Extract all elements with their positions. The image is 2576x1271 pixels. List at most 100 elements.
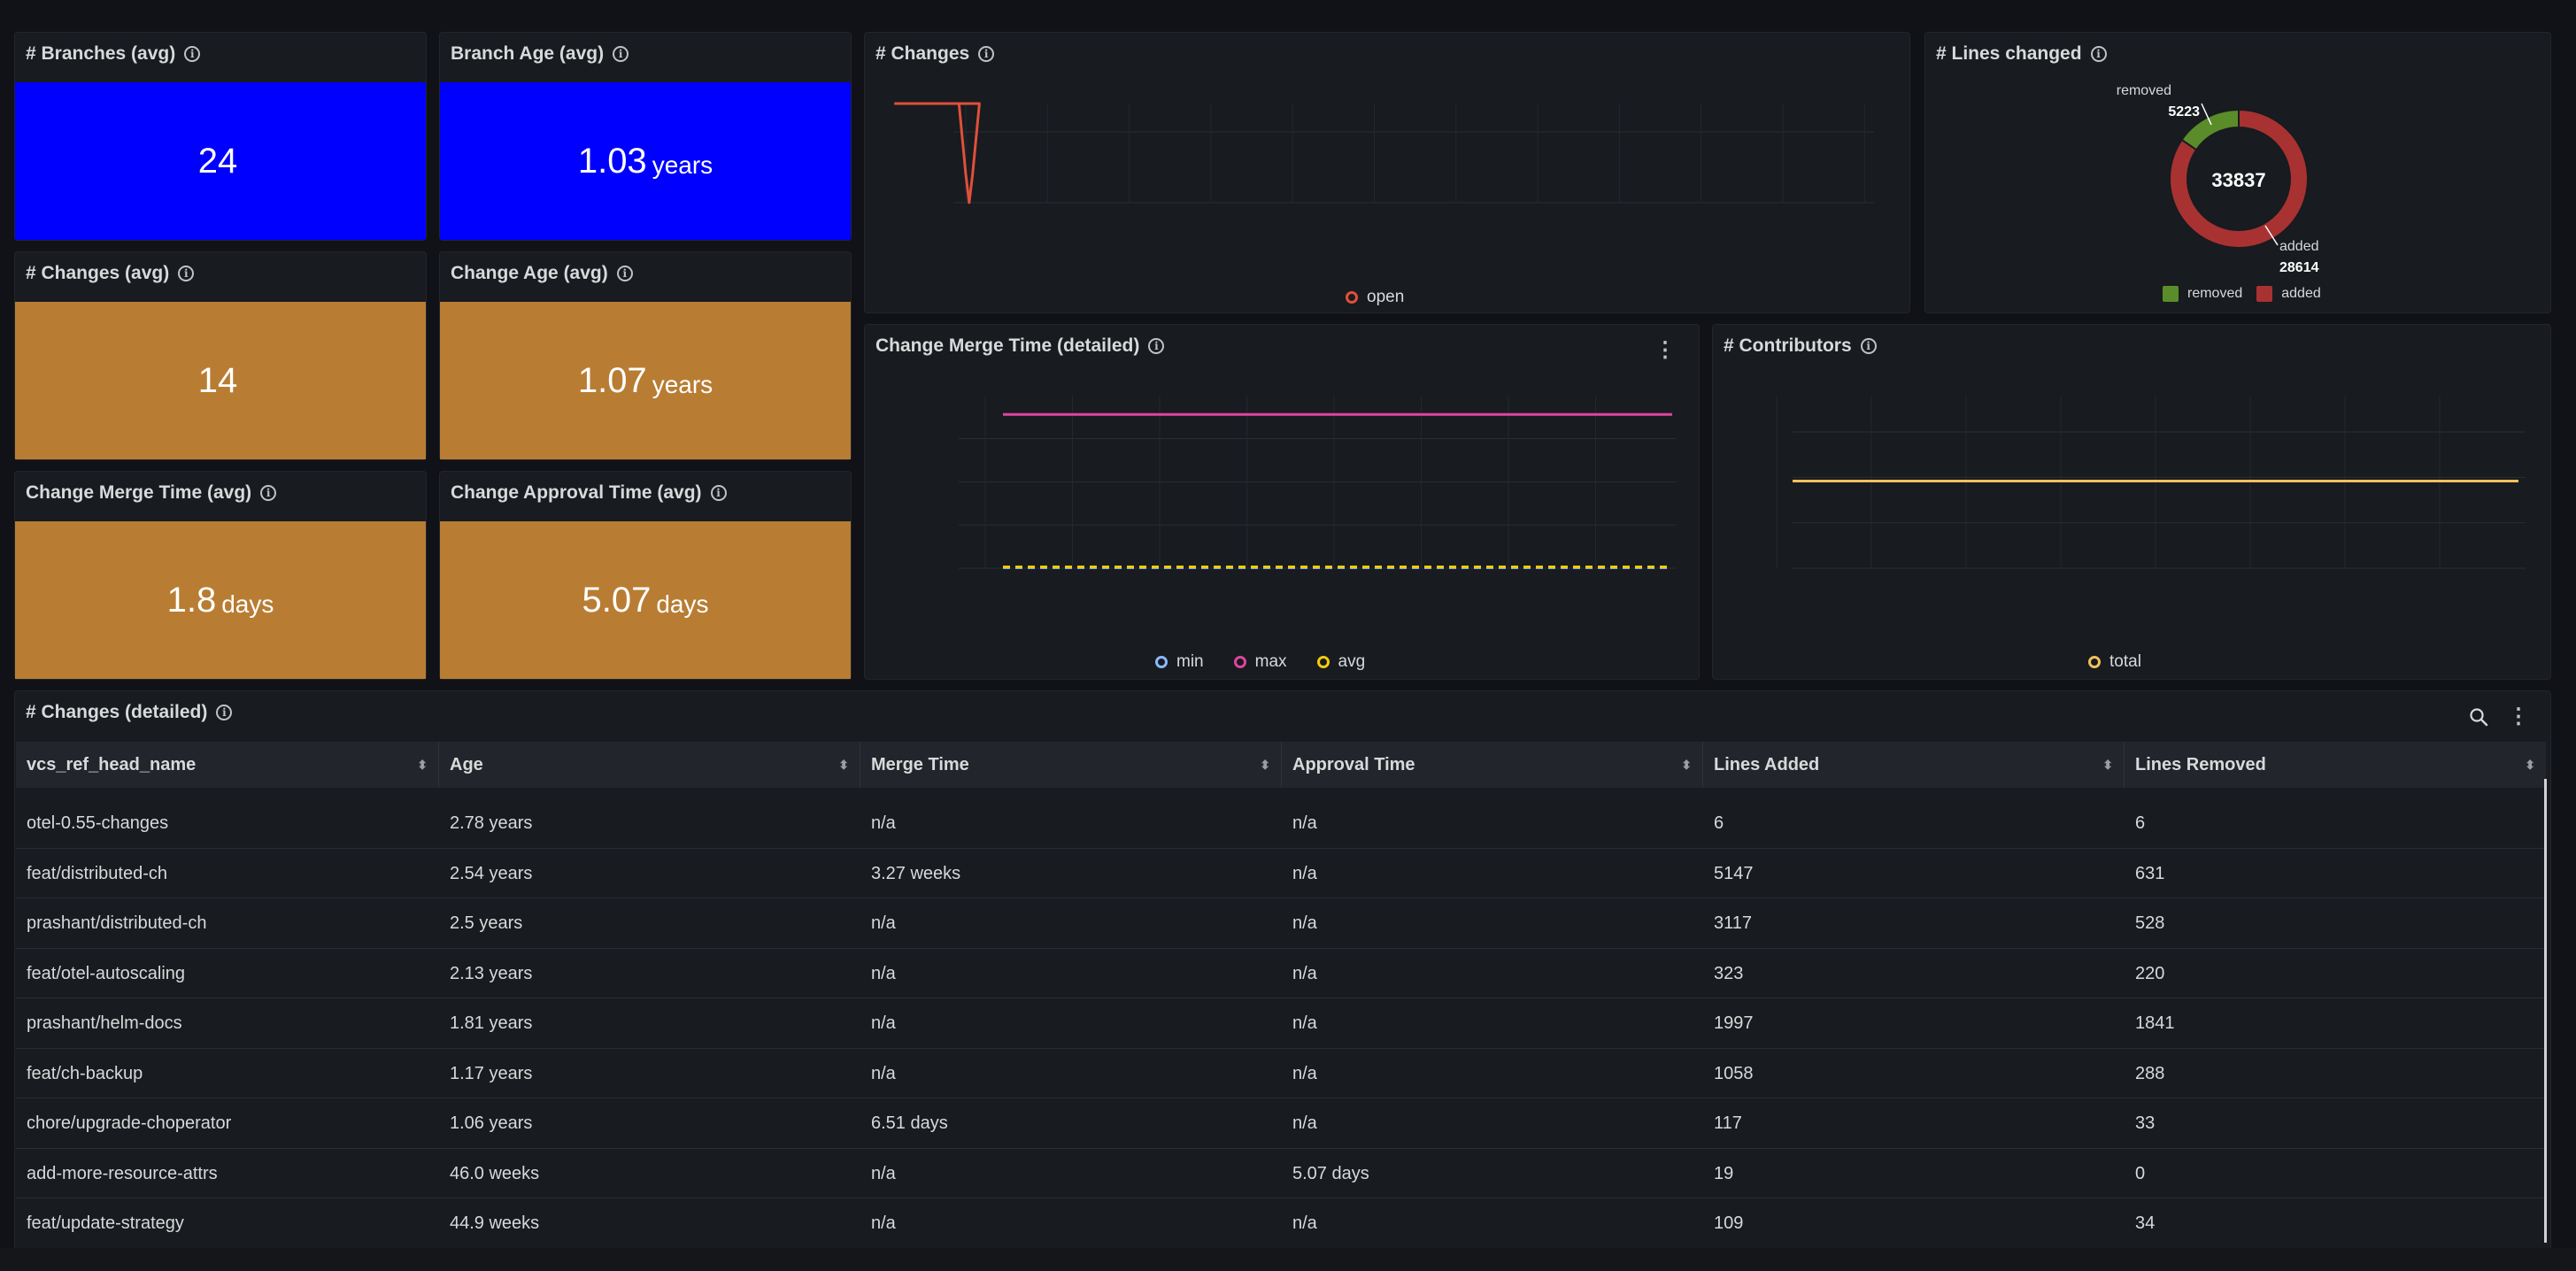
table-scrollbar[interactable] — [2544, 779, 2547, 1243]
panel-title: # Contributors i — [1724, 335, 1877, 357]
table-cell: 2.78 years — [450, 813, 533, 833]
merge-time-chart[interactable] — [865, 325, 1701, 681]
table-cell: 109 — [1714, 1213, 1744, 1233]
table-row[interactable]: feat/distributed-ch 2.54 years 3.27 weeks n… — [16, 849, 2546, 898]
stat-value-box: 1.03 years — [440, 82, 851, 240]
sort-icon[interactable]: ⬍ — [838, 758, 849, 772]
table-cell: prashant/distributed-ch — [27, 913, 207, 933]
table-row[interactable]: chore/upgrade-choperator 1.06 years 6.51 d… — [16, 1098, 2546, 1149]
table-row[interactable]: otel-0.55-changes 2.78 years n/a n/a 6 6 — [16, 798, 2546, 849]
panel-title: Change Merge Time (avg) i — [26, 482, 277, 504]
legend-item-removed[interactable]: removed — [2163, 286, 2242, 302]
column-header[interactable]: vcs_ref_head_name ⬍ — [16, 742, 439, 788]
changes-timeseries-panel[interactable]: # Changes i open — [864, 32, 1910, 313]
table-cell: n/a — [1292, 813, 1317, 833]
legend-item-added[interactable]: added — [2256, 286, 2321, 302]
table-row[interactable]: prashant/distributed-ch 2.5 years n/a n/a 31… — [16, 898, 2546, 949]
sort-icon[interactable]: ⬍ — [2525, 758, 2535, 772]
info-icon[interactable]: i — [616, 266, 633, 281]
table-cell: 1.17 years — [450, 1063, 533, 1083]
stat-panel-change-age[interactable]: Change Age (avg) i 1.07 years — [439, 251, 852, 460]
panel-title: # Branches (avg) i — [26, 43, 201, 65]
table-cell: 3.27 weeks — [871, 863, 961, 883]
table-cell: 2.13 years — [450, 963, 533, 983]
column-header[interactable]: Age ⬍ — [439, 742, 860, 788]
legend-item-max[interactable]: max — [1233, 652, 1287, 672]
panel-menu-icon[interactable]: ⋮ — [1654, 338, 1676, 362]
stat-panel-approval-time[interactable]: Change Approval Time (avg) i 5.07 days — [439, 471, 852, 680]
panel-title: Change Age (avg) i — [451, 263, 633, 284]
contributors-chart[interactable] — [1713, 325, 2552, 681]
table-cell: 528 — [2135, 913, 2165, 933]
info-icon[interactable]: i — [216, 705, 233, 720]
column-header-label: vcs_ref_head_name — [27, 755, 197, 774]
sort-icon[interactable]: ⬍ — [1681, 758, 1692, 772]
legend-item-total[interactable]: total — [2088, 652, 2141, 672]
info-icon[interactable]: i — [184, 46, 201, 62]
stat-unit: years — [652, 151, 713, 179]
column-header[interactable]: Merge Time ⬍ — [860, 742, 1282, 788]
panel-title: Change Approval Time (avg) i — [451, 482, 727, 504]
table-cell: 117 — [1714, 1113, 1742, 1133]
column-header[interactable]: Lines Removed ⬍ — [2125, 742, 2546, 788]
info-icon[interactable]: i — [1860, 338, 1877, 354]
table-row[interactable]: prashant/helm-docs 1.81 years n/a n/a 1997 18… — [16, 998, 2546, 1049]
info-icon[interactable]: i — [178, 266, 195, 281]
removed-callout-label: removed — [2117, 83, 2171, 98]
column-header-label: Age — [450, 755, 483, 774]
search-icon[interactable] — [2469, 707, 2488, 727]
legend-label: open — [1367, 288, 1405, 306]
legend-ring — [2088, 656, 2101, 668]
stat-unit: years — [652, 371, 713, 398]
lines-changed-panel[interactable]: # Lines changed i 33837 removed 5223 adde… — [1924, 32, 2551, 313]
contributors-panel[interactable]: # Contributors i total — [1712, 324, 2551, 680]
stat-panel-merge-time[interactable]: Change Merge Time (avg) i 1.8 days — [14, 471, 427, 680]
table-row[interactable]: feat/otel-autoscaling 2.13 years n/a n/a 323… — [16, 949, 2546, 998]
table-cell: add-more-resource-attrs — [27, 1163, 218, 1183]
table-cell: 19 — [1714, 1163, 1734, 1183]
table-row[interactable]: feat/update-strategy 44.9 weeks n/a n/a 109 3… — [16, 1198, 2546, 1249]
table-cell: chore/upgrade-choperator — [27, 1113, 232, 1133]
info-icon[interactable]: i — [1148, 338, 1165, 354]
table-cell: feat/otel-autoscaling — [27, 963, 186, 983]
info-icon[interactable]: i — [978, 46, 995, 62]
removed-callout-value: 5223 — [2168, 104, 2200, 119]
info-icon[interactable]: i — [710, 485, 727, 501]
merge-time-panel[interactable]: Change Merge Time (detailed) i ⋮ min max … — [864, 324, 1700, 680]
legend-ring — [1346, 291, 1358, 304]
legend-label: min — [1176, 652, 1204, 671]
table-cell: 5147 — [1714, 863, 1754, 883]
sort-icon[interactable]: ⬍ — [1260, 758, 1270, 772]
table-cell: 1841 — [2135, 1013, 2175, 1033]
changes-chart[interactable] — [865, 33, 1911, 314]
column-header[interactable]: Lines Added ⬍ — [1703, 742, 2125, 788]
panel-menu-icon[interactable]: ⋮ — [2508, 705, 2529, 728]
table-cell: 2.5 years — [450, 913, 523, 933]
info-icon[interactable]: i — [613, 46, 629, 62]
legend-item-open[interactable]: open — [1346, 288, 1404, 307]
table-row[interactable]: feat/ch-backup 1.17 years n/a n/a 1058 288 — [16, 1049, 2546, 1098]
stat-panel-changes[interactable]: # Changes (avg) i 14 — [14, 251, 427, 460]
legend-label: avg — [1338, 652, 1366, 671]
legend-item-min[interactable]: min — [1155, 652, 1204, 672]
legend-label: total — [2109, 652, 2141, 671]
donut-chart[interactable]: 33837 removed 5223 added 28614 — [1925, 33, 2552, 314]
table-cell: n/a — [871, 913, 896, 933]
info-icon[interactable]: i — [260, 485, 277, 501]
stat-panel-branch-age[interactable]: Branch Age (avg) i 1.03 years — [439, 32, 852, 241]
table-cell: 6 — [2135, 813, 2146, 833]
table-cell: 6 — [1714, 813, 1724, 833]
table-cell: 631 — [2135, 863, 2165, 883]
sort-icon[interactable]: ⬍ — [2102, 758, 2113, 772]
stat-panel-branches[interactable]: # Branches (avg) i 24 — [14, 32, 427, 241]
sort-icon[interactable]: ⬍ — [417, 758, 428, 772]
stat-value-box: 1.8 days — [15, 521, 426, 679]
table-body: otel-0.55-changes 2.78 years n/a n/a 6 6 feat/… — [16, 798, 2546, 1249]
legend-item-avg[interactable]: avg — [1316, 652, 1366, 672]
info-icon[interactable]: i — [2090, 46, 2107, 62]
table-cell: 2.54 years — [450, 863, 533, 883]
table-cell: 6.51 days — [871, 1113, 948, 1133]
table-row[interactable]: add-more-resource-attrs 46.0 weeks n/a 5.07… — [16, 1149, 2546, 1198]
donut-total-label: 33837 — [2211, 169, 2265, 191]
column-header[interactable]: Approval Time ⬍ — [1282, 742, 1703, 788]
